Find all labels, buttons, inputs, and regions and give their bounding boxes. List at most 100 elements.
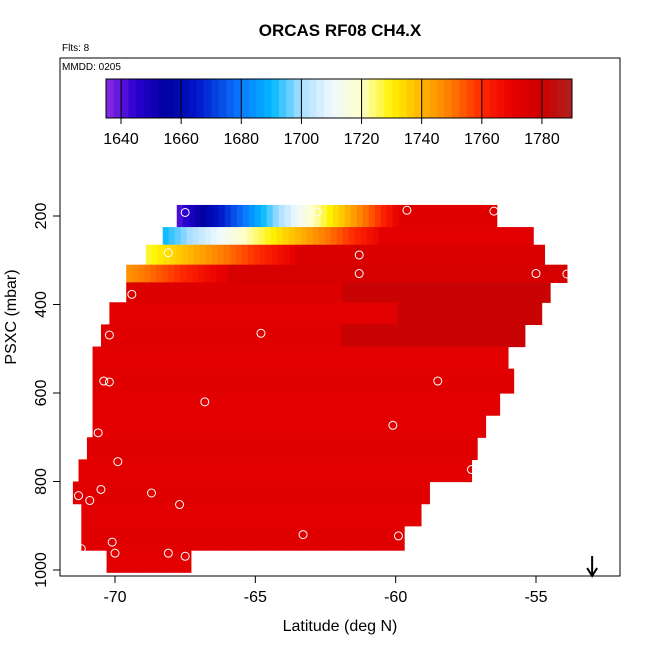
colorbar-segment: [421, 79, 430, 118]
heatmap-cell: [272, 437, 280, 460]
heatmap-cell: [204, 481, 212, 505]
heatmap-cell: [450, 227, 458, 246]
heatmap-cell: [267, 525, 274, 551]
heatmap-cell: [234, 282, 241, 303]
heatmap-cell: [180, 282, 187, 303]
heatmap-cell: [342, 227, 350, 246]
heatmap-cell: [470, 415, 478, 438]
heatmap-cell: [225, 525, 232, 551]
heatmap-cell: [276, 282, 283, 303]
heatmap-cell: [428, 346, 436, 370]
heatmap-cell: [147, 503, 154, 527]
heatmap-cell: [348, 282, 355, 303]
heatmap-cell: [188, 368, 196, 394]
heatmap-cell: [326, 368, 334, 394]
heatmap-cell: [392, 393, 400, 416]
heatmap-cell: [321, 525, 328, 551]
heatmap-cell: [290, 346, 298, 370]
heatmap-cell: [480, 227, 488, 246]
colorbar-segment: [459, 79, 468, 118]
colorbar-segment: [218, 79, 227, 118]
heatmap-cell: [136, 550, 144, 573]
x-tick-label: -55: [524, 589, 547, 606]
heatmap-cell: [228, 282, 235, 303]
heatmap-cell: [139, 302, 146, 326]
heatmap-cell: [486, 282, 493, 303]
colorbar-segment: [511, 79, 520, 118]
heatmap-cell: [333, 503, 340, 527]
heatmap-cell: [264, 282, 271, 303]
heatmap-cell: [140, 393, 148, 416]
heatmap-cell: [446, 346, 454, 370]
heatmap-cell: [118, 324, 126, 348]
heatmap-cell: [122, 393, 130, 416]
sample-point-marker: [388, 420, 398, 430]
heatmap-cell: [218, 437, 226, 460]
heatmap-cell: [204, 459, 212, 483]
heatmap-cell: [117, 503, 124, 527]
heatmap-cell: [218, 346, 226, 370]
heatmap-cell: [374, 393, 382, 416]
heatmap-cell: [508, 324, 516, 348]
heatmap-cell: [124, 550, 132, 573]
heatmap-cell: [282, 459, 290, 483]
heatmap-cell: [246, 227, 254, 246]
heatmap-cell: [206, 346, 214, 370]
heatmap-cell: [408, 282, 415, 303]
heatmap-cell: [170, 368, 178, 394]
heatmap-cell: [278, 368, 286, 394]
heatmap-cell: [514, 324, 522, 348]
heatmap-cell: [318, 282, 325, 303]
heatmap-cell: [124, 324, 132, 348]
heatmap-cell: [216, 264, 223, 283]
heatmap-cell: [313, 302, 320, 326]
colorbar-segment: [286, 79, 295, 118]
heatmap-cell: [415, 302, 422, 326]
heatmap-cell: [208, 324, 216, 348]
heatmap-cell: [158, 346, 166, 370]
heatmap-cell: [204, 264, 211, 283]
heatmap-cell: [252, 282, 259, 303]
colorbar-segment: [354, 79, 363, 118]
heatmap-cell: [355, 244, 363, 266]
heatmap-cell: [135, 503, 142, 527]
heatmap-cell: [123, 503, 130, 527]
heatmap-cell: [458, 437, 466, 460]
heatmap-cell: [466, 324, 474, 348]
heatmap-cell: [463, 244, 471, 266]
heatmap-cell: [192, 264, 199, 283]
heatmap-cell: [90, 459, 98, 483]
colorbar-segment: [534, 79, 543, 118]
heatmap-cell: [362, 346, 370, 370]
colorbar-segment: [564, 79, 573, 118]
heatmap-cell: [438, 264, 445, 283]
heatmap-cell: [468, 227, 476, 246]
heatmap-cell: [86, 437, 94, 460]
colorbar-segment: [136, 79, 145, 118]
heatmap-cell: [266, 415, 274, 438]
heatmap-cell: [309, 503, 316, 527]
heatmap-cell: [498, 264, 505, 283]
heatmap-cell: [170, 346, 178, 370]
heatmap-cell: [380, 368, 388, 394]
heatmap-cell: [404, 393, 412, 416]
heatmap-cell: [308, 346, 316, 370]
heatmap-cell: [285, 525, 292, 551]
heatmap-cell: [132, 459, 140, 483]
heatmap-cell: [500, 346, 508, 370]
heatmap-cell: [361, 244, 369, 266]
heatmap-cell: [196, 324, 204, 348]
heatmap-cell: [354, 282, 361, 303]
heatmap-cell: [326, 393, 334, 416]
heatmap-cell: [229, 244, 237, 266]
heatmap-cell: [372, 481, 380, 505]
heatmap-cell: [254, 415, 262, 438]
heatmap-cell: [499, 244, 507, 266]
heatmap-cell: [300, 481, 308, 505]
heatmap-cell: [379, 302, 386, 326]
heatmap-cell: [116, 393, 124, 416]
heatmap-cell: [115, 302, 122, 326]
heatmap-cell: [417, 503, 422, 527]
heatmap-cell: [516, 227, 524, 246]
heatmap-cell: [402, 264, 409, 283]
